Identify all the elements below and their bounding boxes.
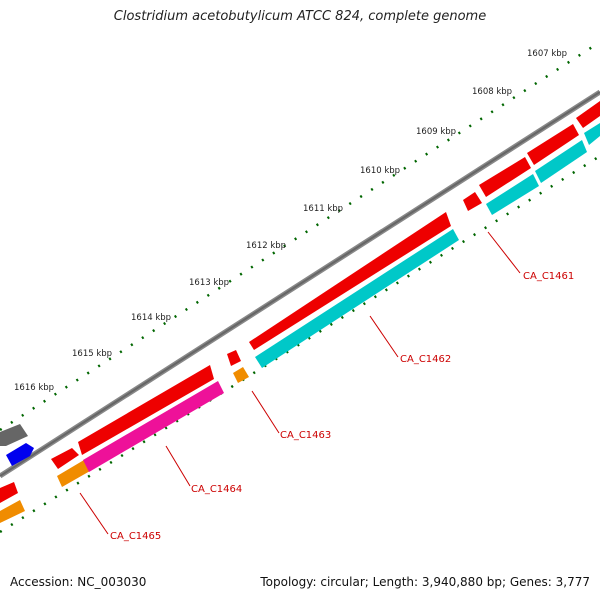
cds-feature-1461[interactable] [463, 192, 482, 211]
scale-label-1614: 1614 kbp [131, 313, 171, 323]
cds-feature-1463[interactable] [227, 350, 241, 366]
map-title: Clostridium acetobutylicum ATCC 824, com… [113, 9, 487, 24]
gene-label-ca-c1464[interactable]: CA_C1464 [191, 484, 242, 495]
cyan-gene-b[interactable] [535, 140, 587, 183]
cds-feature-c[interactable] [576, 101, 600, 128]
cds-feature-b[interactable] [527, 124, 579, 165]
scale-label-1613: 1613 kbp [189, 278, 229, 288]
cyan-gene-c[interactable] [584, 123, 600, 145]
orange-gene-1463[interactable] [233, 367, 249, 383]
gray-gene-feature[interactable] [0, 424, 28, 446]
magenta-gene-1464[interactable] [83, 381, 224, 472]
accession-text: Accession: NC_003030 [10, 575, 147, 589]
cds-feature-a[interactable] [479, 157, 531, 197]
gene-label-ca-c1463[interactable]: CA_C1463 [280, 430, 331, 441]
gene-label-ca-c1461[interactable]: CA_C1461 [523, 271, 574, 282]
cds-feature-1465[interactable] [0, 482, 18, 503]
scale-label-1608: 1608 kbp [472, 87, 512, 97]
blue-gene-feature[interactable] [6, 443, 34, 466]
cds-feature-1462[interactable] [249, 212, 451, 350]
cds-feature-1464[interactable] [78, 365, 214, 455]
gene-label-ca-c1462[interactable]: CA_C1462 [400, 354, 451, 365]
genome-summary-text: Topology: circular; Length: 3,940,880 bp… [260, 575, 590, 589]
scale-label-1612: 1612 kbp [246, 241, 286, 251]
scale-label-1611: 1611 kbp [303, 204, 343, 214]
orange-gene-1465[interactable] [0, 500, 25, 523]
inner-tick-ring [0, 154, 600, 534]
orange-gene-1464[interactable] [57, 460, 90, 487]
scale-label-1615: 1615 kbp [72, 349, 112, 359]
scale-label-1607: 1607 kbp [527, 49, 567, 59]
outer-scale-ring [0, 40, 600, 432]
scale-label-1616: 1616 kbp [14, 383, 54, 393]
cyan-gene-1462[interactable] [255, 229, 459, 368]
gene-label-ca-c1465[interactable]: CA_C1465 [110, 531, 161, 542]
cds-feature-1465b[interactable] [51, 448, 79, 469]
scale-label-1609: 1609 kbp [416, 127, 456, 137]
cyan-gene-1461[interactable] [486, 174, 539, 215]
scale-label-1610: 1610 kbp [360, 166, 400, 176]
